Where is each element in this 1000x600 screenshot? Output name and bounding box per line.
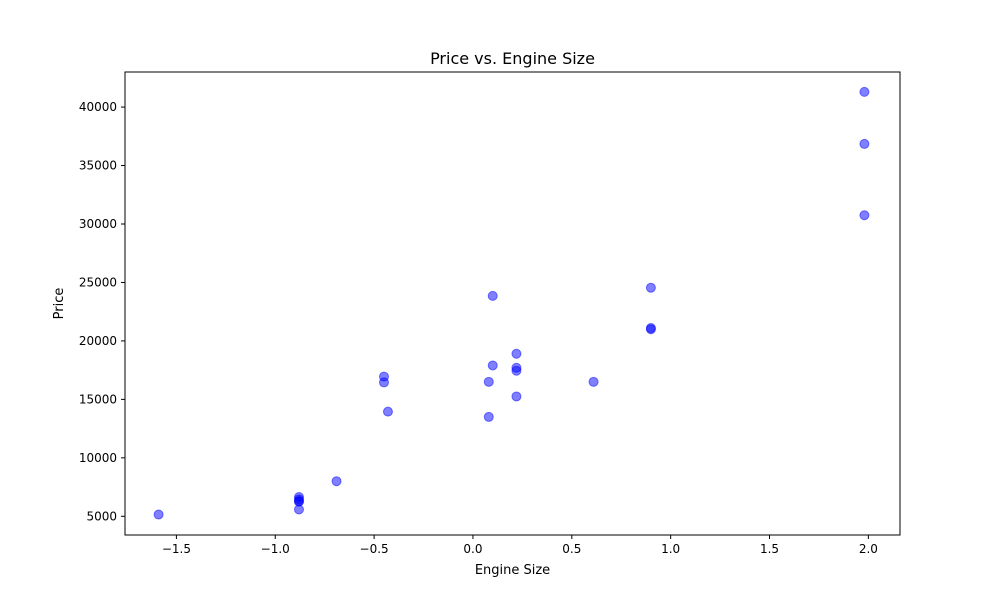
points-layer: [153, 86, 870, 520]
y-tick-label: 10000: [79, 451, 117, 465]
y-axis-label: Price: [52, 288, 67, 320]
data-point: [645, 282, 656, 293]
x-axis-ticks: −1.5 −1.0 −0.5 0.0 0.5 1.0 1.5 2.0: [162, 535, 878, 556]
data-point: [153, 509, 164, 520]
data-point: [487, 290, 498, 301]
y-tick-label: 5000: [86, 509, 117, 523]
data-point: [588, 376, 599, 387]
data-point: [378, 377, 389, 388]
data-point: [511, 391, 522, 402]
x-tick-label: 1.0: [661, 542, 680, 556]
data-point: [859, 86, 870, 97]
data-point: [645, 324, 656, 335]
chart-title: Price vs. Engine Size: [430, 49, 595, 68]
data-point: [483, 411, 494, 422]
data-point: [859, 210, 870, 221]
y-tick-label: 25000: [79, 275, 117, 289]
y-tick-label: 40000: [79, 100, 117, 114]
y-tick-label: 20000: [79, 334, 117, 348]
y-axis-ticks: 5000 10000 15000 20000 25000 30000 35000 40000: [79, 100, 125, 523]
plot-area-frame: [124, 71, 901, 536]
data-point: [483, 376, 494, 387]
data-point: [487, 360, 498, 371]
x-tick-label: −0.5: [360, 542, 389, 556]
data-point: [859, 138, 870, 149]
data-point: [511, 365, 522, 376]
x-tick-label: 1.5: [760, 542, 779, 556]
y-tick-label: 30000: [79, 217, 117, 231]
data-point: [331, 476, 342, 487]
x-tick-label: 0.5: [562, 542, 581, 556]
x-tick-label: 2.0: [859, 542, 878, 556]
data-point: [293, 504, 304, 515]
y-tick-label: 15000: [79, 392, 117, 406]
x-axis-label: Engine Size: [475, 563, 550, 578]
data-point: [511, 348, 522, 359]
data-point: [382, 406, 393, 417]
x-tick-label: −1.0: [261, 542, 290, 556]
x-tick-label: −1.5: [162, 542, 191, 556]
x-tick-label: 0.0: [463, 542, 482, 556]
y-tick-label: 35000: [79, 159, 117, 173]
